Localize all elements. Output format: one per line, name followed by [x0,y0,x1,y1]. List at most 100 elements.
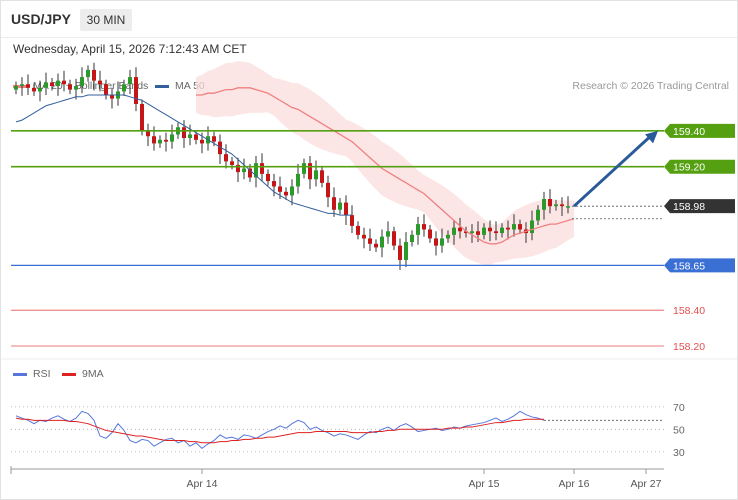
candle [128,69,132,95]
candle-body [74,86,78,90]
candle-body [278,186,282,192]
candle [116,81,120,106]
legend-rsi: RSI [13,368,51,380]
candle-body [416,224,420,235]
candle-body [32,87,36,92]
candle-body [38,87,42,92]
candle [410,230,414,247]
rsi-ma-swatch [62,372,76,376]
candle-body [434,238,438,246]
candle [242,158,246,180]
candle-body [170,134,174,142]
ma20-line [196,87,575,245]
candle-body [356,225,360,235]
candle-body [506,227,510,230]
candle [44,72,48,95]
candle [296,164,300,194]
candle [320,165,324,188]
candle [452,220,456,245]
candle [158,135,162,148]
candle [392,226,396,251]
copyright-text: Research © 2026 Trading Central [572,80,729,92]
candle-body [362,234,366,239]
candle-body [518,224,522,230]
candle-body [452,227,456,235]
candle-body [26,84,30,88]
candle [224,144,228,169]
timestamp: Wednesday, April 15, 2026 7:12:43 AM CET [13,42,247,56]
candle-body [128,77,132,85]
candle [302,158,306,179]
candle-body [332,197,336,210]
time-tick-label: Apr 15 [469,478,500,490]
candle [386,221,390,244]
candle [308,155,312,190]
candle [284,187,288,200]
candle [500,223,504,238]
candle-body [314,170,318,180]
candle-body [110,95,114,99]
ma50-line [15,94,352,216]
symbol-title: USD/JPY [11,11,71,27]
level-label-158.98: 158.98 [673,201,705,213]
candle-body [404,242,408,260]
header-bar: USD/JPY 30 MIN [1,1,737,38]
level-tag-159.40 [664,123,735,138]
candle-body [194,134,198,140]
candle-body [284,191,288,196]
candle-body [440,238,444,246]
candle [536,205,540,225]
candle-body [566,206,570,208]
candle-body [368,238,372,244]
candle [62,70,66,92]
candle-body [344,202,348,216]
candle-body [224,154,228,162]
candle-body [164,139,168,142]
candle-body [548,199,552,207]
level-tag-158.98 [664,199,735,214]
candle [14,81,18,95]
level-label-159.20: 159.20 [673,162,705,174]
candle [416,216,420,245]
rsi-label: RSI [33,368,51,380]
candle-body [410,234,414,243]
candle [170,124,174,149]
candle [50,77,54,91]
candle-body [320,170,324,183]
candle [440,228,444,253]
level-tag-158.65 [664,258,735,273]
candle-body [152,136,156,144]
candle-body [182,127,186,139]
candle [266,169,270,186]
candle-body [560,204,564,207]
candle-body [338,202,342,210]
candle [140,99,144,136]
candle [134,67,138,112]
candle-body [554,204,558,207]
candle [80,67,84,94]
candle-body [80,77,84,87]
candle-body [212,136,216,142]
candle-body [290,186,294,196]
candle-body [302,163,306,174]
candle [254,155,258,188]
level-tag-159.20 [664,159,735,174]
candle [458,217,462,239]
candle-body [488,227,492,232]
candle [326,175,330,208]
candle-body [248,168,252,178]
candle [332,187,336,217]
candle-body [104,84,108,95]
candle-body [236,164,240,173]
candle [350,205,354,234]
level-label-158.65: 158.65 [673,260,705,272]
ma20-label: MA 20 + Bollinger Bands [33,80,149,92]
candle [32,83,36,96]
candle-body [20,84,24,87]
level-label-158.20: 158.20 [673,341,705,353]
timeframe-button[interactable]: 30 MIN [80,9,132,31]
candle-body [134,77,138,104]
candle-body [272,181,276,187]
candle [464,226,468,238]
